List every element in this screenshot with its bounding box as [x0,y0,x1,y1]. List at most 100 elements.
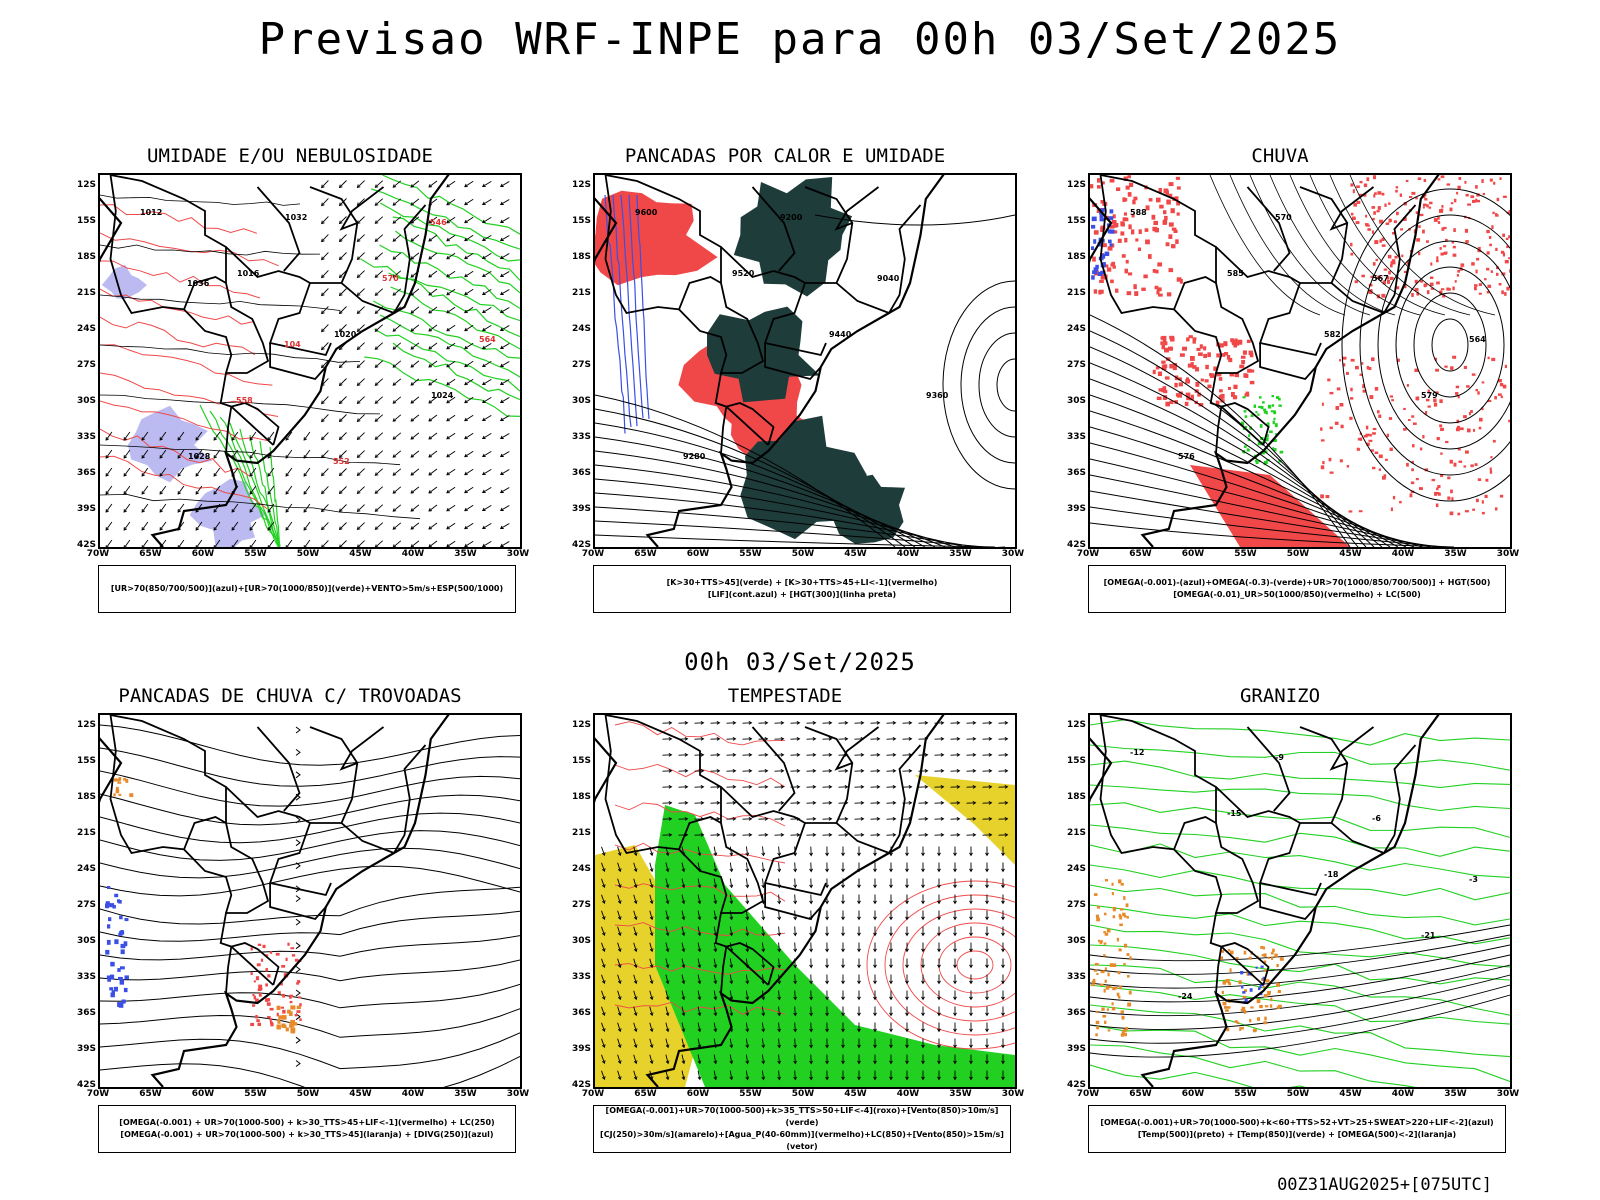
contour-value-label: 1024 [431,391,454,400]
contour-value-label: 1020 [334,330,357,339]
rain-area-red [1489,470,1493,474]
wind-vector-850 [988,785,993,789]
wind-vector [195,449,203,459]
wind-vector [446,540,456,547]
latitude-tick-label: 39S [76,504,96,514]
wind-vector-850 [876,737,881,741]
rain-area-red [1479,417,1483,422]
wind-vector [267,521,275,531]
wind-vector [392,396,402,404]
wind-vector [338,220,343,225]
divergence-area-blue [118,900,122,904]
rain-area-red [1203,346,1207,351]
thunderstorm-area-red [253,995,256,1000]
rain-area-red [1350,387,1353,392]
rain-area-red [1406,260,1410,265]
wind-vector-850 [697,910,701,920]
wind-vector [392,468,402,476]
wind-vector [482,523,492,529]
wind-vector-850 [729,1044,734,1049]
wind-vector-850 [697,1028,702,1033]
wind-vector-850 [633,990,637,1000]
rain-area-red [1215,400,1220,405]
wind-vector-850 [761,1028,766,1033]
streamline [100,983,520,1009]
rain-area-red [1385,458,1388,461]
wind-vector [464,198,474,206]
wind-vector-850 [812,833,817,837]
rain-area-green [1265,434,1269,438]
wind-vector [428,432,438,440]
rain-area-red [1366,442,1370,446]
rain-area-red [1481,381,1485,384]
rain-area-red [1126,291,1132,296]
latitude-tick-label: 27S [1066,900,1086,910]
wind-vector [321,292,325,297]
wind-vector [338,436,343,441]
geopotential-300-contour [595,408,906,547]
rain-area-green [1279,450,1284,454]
wind-vector [141,509,145,513]
shower-area-orange [296,1005,301,1010]
longitude-tick-label: 35W [1444,1089,1467,1099]
wind-vector-850 [697,990,701,1000]
wind-vector-850 [777,1028,782,1033]
wind-vector-850 [665,996,670,1001]
rain-area-red [1355,221,1360,225]
map-panel-5: TEMPESTADE 12S 15S 18S 21S 24S 27S 30S 33S 36S 39S… [545,685,1025,1165]
wind-vector-850 [809,980,813,985]
wind-vector [141,545,145,547]
wind-vector [410,486,420,494]
wind-vector-850 [876,801,881,805]
streamline [295,1060,301,1067]
longitude-tick-label: 70W [1076,549,1100,559]
latitude-tick-label: 33S [76,972,96,982]
omega-area-orange [1118,879,1122,884]
omega-area-orange [1263,994,1268,998]
wind-vector [356,508,361,512]
wind-vector-850 [745,948,750,953]
wind-vector-850 [665,990,669,1000]
wind-vector [356,328,361,332]
wind-vector-850 [940,737,945,741]
rain-area-red [1340,424,1344,429]
wind-vector [339,540,347,547]
wind-vector [481,273,486,278]
wind-vector [303,437,307,441]
thunderstorm-area-red [277,991,281,995]
wind-vector-850 [841,1028,845,1033]
wind-vector-850 [633,1038,637,1048]
wind-vector [303,545,307,547]
wind-vector-850 [953,948,957,953]
rain-area-red [1486,229,1490,234]
rain-area-red [1435,503,1439,508]
latitude-tick-label: 21S [76,288,96,298]
wind-vector [357,450,365,458]
wind-vector-850 [729,894,733,904]
rain-area-red [1431,478,1436,482]
rain-area-red [1227,386,1231,390]
wind-vector [374,184,379,188]
wind-vector-850 [828,801,833,805]
rain-area-red [1122,197,1126,202]
legend-line: [OMEGA(-0.001)+UR>70(1000-500)+k>35_TTS>… [605,1106,999,1127]
rain-area-green [1244,415,1248,418]
rain-area-green [1273,448,1277,452]
wind-vector-850 [905,1044,909,1049]
wind-vector [481,435,486,440]
wind-vector [446,306,456,314]
wind-vector [464,306,474,314]
wind-vector-850 [601,942,605,952]
rain-area-red [1133,284,1137,290]
wind-vector-850 [649,916,654,921]
longitude-tick-label: 40W [401,549,425,559]
rain-area-red [1405,179,1409,183]
wind-vector [499,309,504,313]
wind-vector [446,201,450,206]
wind-vector-850 [841,948,845,953]
wind-vector-850 [681,974,685,984]
wind-vector-850 [665,862,669,872]
wind-vector-850 [617,948,622,953]
wind-vector [141,503,149,513]
wind-vector-850 [988,737,993,741]
